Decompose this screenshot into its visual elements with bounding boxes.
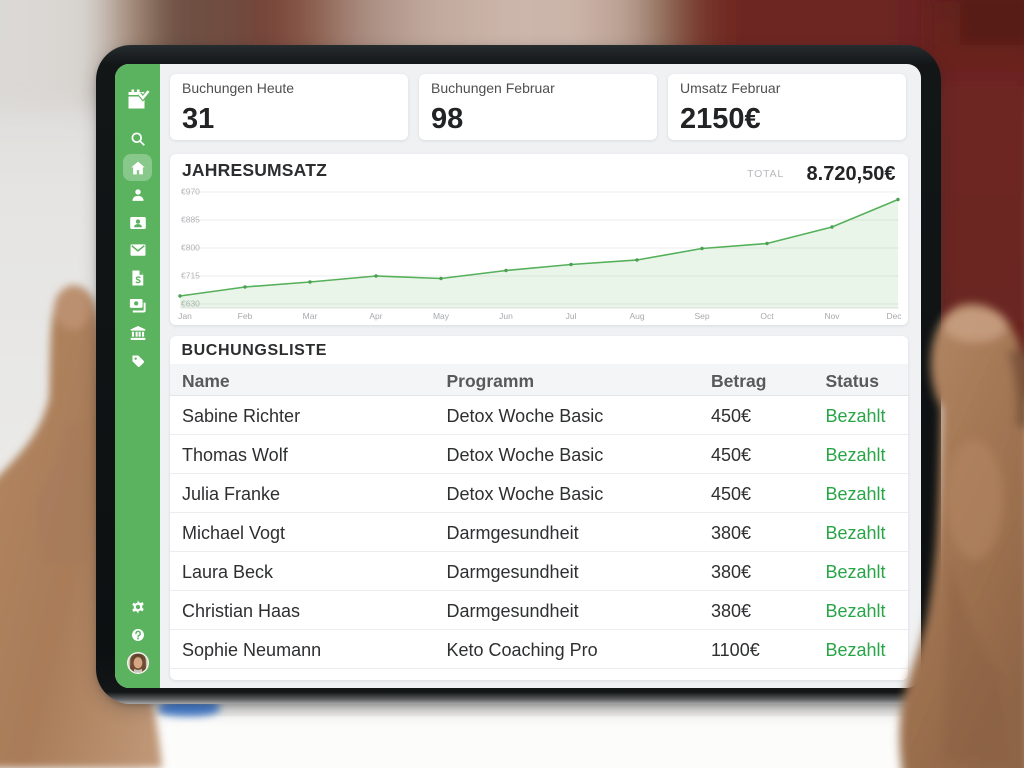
svg-text:€885: €885 — [181, 215, 200, 225]
svg-text:€630: €630 — [181, 299, 200, 309]
svg-text:Dec: Dec — [886, 311, 902, 321]
svg-text:Sep: Sep — [694, 311, 709, 321]
svg-text:Jan: Jan — [178, 311, 192, 321]
svg-text:Jun: Jun — [499, 311, 513, 321]
svg-text:Feb: Feb — [238, 311, 253, 321]
svg-text:Nov: Nov — [824, 311, 840, 321]
svg-text:€715: €715 — [181, 271, 200, 281]
svg-text:Mar: Mar — [303, 311, 318, 321]
svg-text:May: May — [433, 311, 450, 321]
svg-text:Jul: Jul — [566, 311, 577, 321]
svg-text:Oct: Oct — [760, 311, 774, 321]
svg-text:Aug: Aug — [629, 311, 644, 321]
svg-text:€970: €970 — [181, 187, 200, 197]
svg-text:Apr: Apr — [369, 311, 382, 321]
svg-text:€800: €800 — [181, 243, 200, 253]
